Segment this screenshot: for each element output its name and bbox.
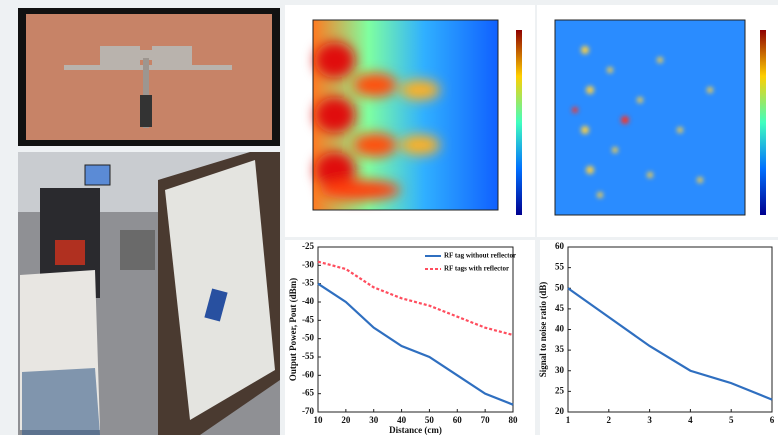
x-axis-label: Distance (cm) [389, 425, 442, 435]
x-tick-label: 1 [566, 415, 571, 425]
y-tick-label: -35 [302, 278, 314, 288]
x-tick-label: 30 [369, 415, 379, 425]
photo-antenna [18, 8, 280, 146]
legend-label: RF tag without reflector [444, 252, 516, 260]
y-tick-label: -60 [302, 369, 314, 379]
heatmap-left [285, 5, 535, 237]
y-tick-label: 55 [555, 262, 565, 272]
x-tick-label: 40 [397, 415, 407, 425]
y-tick-label: 50 [555, 282, 565, 292]
x-tick-label: 60 [453, 415, 463, 425]
heatmap-right [537, 5, 778, 237]
y-axis-label: Signal to noise ratio (dB) [538, 282, 548, 378]
y-tick-label: 35 [555, 344, 565, 354]
x-tick-label: 6 [770, 415, 775, 425]
y-tick-label: 20 [555, 406, 565, 416]
y-tick-label: -55 [302, 351, 314, 361]
chart-panel [540, 240, 778, 435]
x-tick-label: 20 [341, 415, 351, 425]
x-tick-label: 4 [688, 415, 693, 425]
y-tick-label: 25 [555, 385, 565, 395]
y-tick-label: 60 [555, 241, 565, 251]
x-tick-label: 80 [509, 415, 519, 425]
legend-label: RF tags with reflector [444, 265, 509, 273]
x-tick-label: 5 [729, 415, 734, 425]
y-tick-label: -30 [302, 259, 314, 269]
x-tick-label: 3 [647, 415, 652, 425]
figure: -25-30-35-40-45-50-55-60-65-701020304050… [0, 0, 778, 435]
y-axis-label: Output Power, Pout (dBm) [288, 278, 298, 381]
x-tick-label: 50 [425, 415, 435, 425]
y-tick-label: -65 [302, 388, 314, 398]
y-tick-label: 30 [555, 365, 565, 375]
y-tick-label: -50 [302, 333, 314, 343]
y-tick-label: 45 [555, 303, 565, 313]
photo-lab [18, 152, 280, 435]
x-tick-label: 10 [314, 415, 324, 425]
y-tick-label: 40 [555, 324, 565, 334]
x-tick-label: 2 [607, 415, 612, 425]
y-tick-label: -25 [302, 241, 314, 251]
y-tick-label: -40 [302, 296, 314, 306]
y-tick-label: -45 [302, 314, 314, 324]
x-tick-label: 70 [481, 415, 491, 425]
